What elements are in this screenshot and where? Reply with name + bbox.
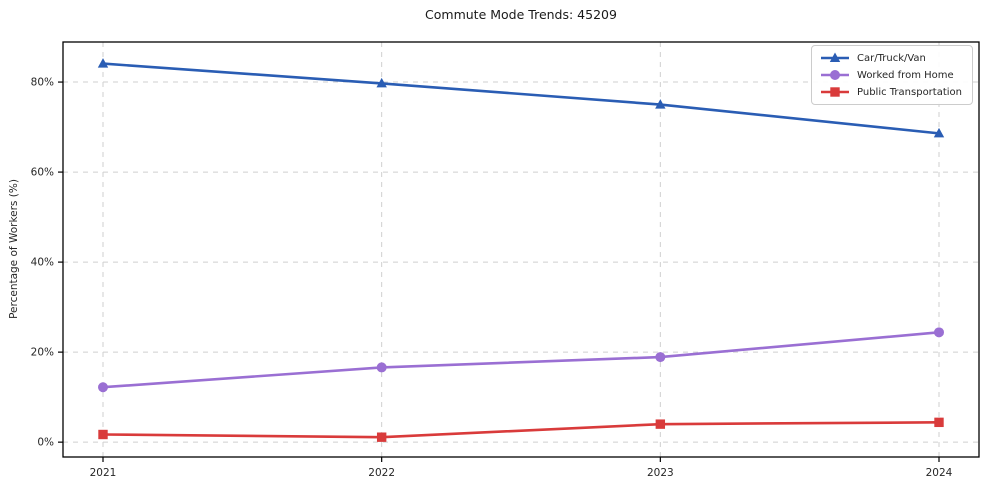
data-point-marker	[829, 52, 841, 62]
x-tick-label: 2022	[368, 467, 395, 479]
data-point-marker	[97, 58, 109, 68]
legend-marker-triangle	[821, 52, 850, 62]
x-tick-label: 2024	[926, 467, 953, 479]
y-tick-label: 40%	[31, 257, 54, 269]
legend-marker-circle	[821, 70, 850, 80]
data-point-marker	[98, 382, 108, 393]
series-line-triangle	[101, 62, 941, 135]
legend-item: Car/Truck/Van	[820, 51, 962, 65]
data-point-marker	[376, 362, 387, 373]
data-point-marker	[830, 70, 841, 80]
legend-item: Public Transportation	[820, 85, 962, 99]
legend: Car/Truck/Van Worked from Home Public Tran…	[811, 45, 973, 105]
data-point-marker	[933, 127, 945, 138]
data-point-marker	[830, 87, 840, 97]
data-point-marker	[376, 432, 387, 442]
legend-label: Public Transportation	[857, 86, 962, 98]
series-line-square	[101, 421, 941, 439]
data-point-marker	[376, 77, 387, 88]
legend-marker-square	[821, 87, 850, 97]
axes-frame	[62, 41, 980, 458]
x-tick-label: 2021	[90, 467, 117, 479]
x-tick-label: 2023	[647, 467, 674, 479]
data-point-marker	[98, 429, 108, 440]
y-tick-label: 20%	[31, 347, 54, 359]
legend-label: Car/Truck/Van	[857, 52, 926, 64]
data-point-marker	[655, 419, 666, 429]
legend-item: Worked from Home	[820, 68, 962, 82]
chart-title: Commute Mode Trends: 45209	[425, 7, 617, 22]
data-point-marker	[934, 327, 944, 338]
data-point-marker	[655, 99, 666, 109]
data-point-marker	[655, 352, 666, 363]
data-point-marker	[934, 417, 944, 428]
y-tick-label: 80%	[31, 77, 54, 89]
y-tick-label: 60%	[31, 167, 54, 179]
y-tick-label: 0%	[37, 437, 54, 449]
series-line-circle	[101, 331, 941, 389]
legend-label: Worked from Home	[857, 69, 954, 81]
